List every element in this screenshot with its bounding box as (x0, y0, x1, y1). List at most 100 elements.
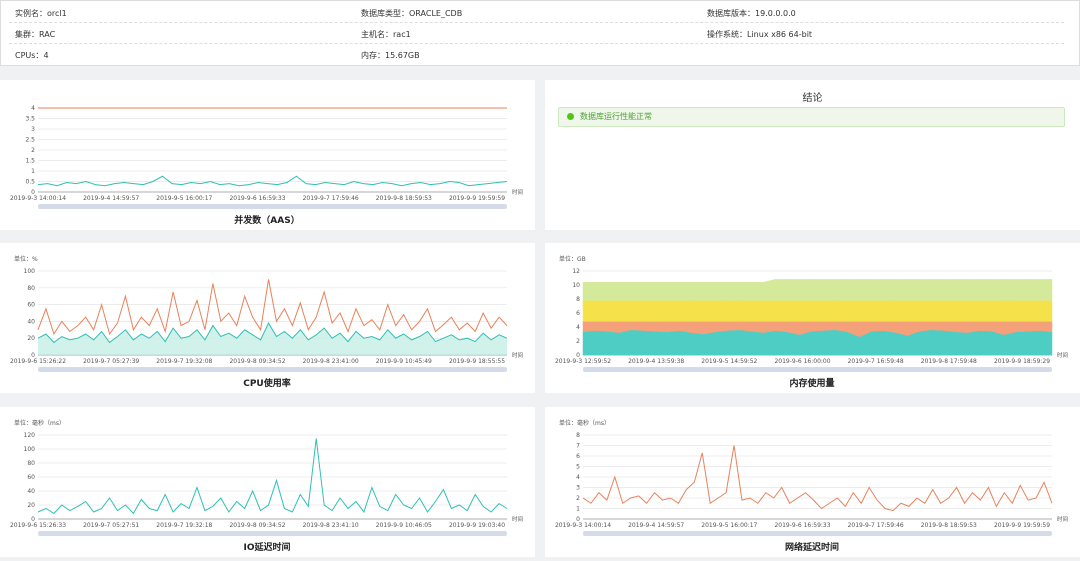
info-item: 集群：RAC (15, 29, 55, 40)
info-label: 数据库类型： (361, 9, 409, 18)
area (582, 279, 1053, 301)
y-tick-label: 40 (27, 488, 35, 495)
y-tick-label: 8 (576, 432, 580, 439)
y-tick-label: 80 (27, 460, 35, 467)
unit-label: 单位：% (14, 255, 38, 263)
y-tick-label: 6 (576, 310, 580, 317)
y-tick-label: 20 (27, 502, 35, 509)
info-item: 实例名：orcl1 (15, 8, 67, 19)
line (37, 279, 508, 336)
x-tick-label: 2019-9-4 14:59:57 (83, 195, 139, 202)
y-tick-label: 3 (31, 126, 35, 133)
x-tick-label: 2019-9-3 14:00:14 (10, 195, 66, 202)
x-axis-label: 时间 (512, 188, 523, 196)
chart-title: 并发数（AAS） (234, 214, 299, 226)
x-axis-label: 时间 (1057, 351, 1068, 359)
y-tick-label: 2 (576, 338, 580, 345)
y-tick-label: 40 (27, 318, 35, 325)
zoom-slider[interactable] (38, 531, 507, 536)
conclusion-message: 数据库运行性能正常 (558, 107, 1065, 127)
y-tick-label: 2 (576, 495, 580, 502)
zoom-slider[interactable] (38, 204, 507, 209)
x-tick-label: 2019-9-7 16:59:48 (848, 358, 904, 365)
y-tick-label: 1.5 (25, 158, 35, 165)
ok-icon (567, 113, 574, 120)
info-item: 内存：15.67GB (361, 50, 420, 61)
x-tick-label: 2019-9-6 16:59:33 (774, 522, 830, 529)
x-tick-label: 2019-9-8 23:41:00 (303, 358, 359, 365)
y-tick-label: 2 (31, 147, 35, 154)
x-tick-label: 2019-9-9 19:59:59 (994, 522, 1050, 529)
x-tick-label: 2019-9-7 17:59:46 (303, 195, 359, 202)
x-tick-label: 2019-9-5 16:00:17 (156, 195, 212, 202)
info-value: 15.67GB (385, 51, 420, 60)
x-tick-label: 2019-9-8 09:34:52 (229, 358, 285, 365)
y-tick-label: 60 (27, 474, 35, 481)
y-tick-label: 3.5 (25, 116, 35, 123)
x-tick-label: 2019-9-7 17:59:46 (848, 522, 904, 529)
info-item: 操作系统：Linux x86 64-bit (707, 29, 812, 40)
x-tick-label: 2019-9-4 14:59:57 (628, 522, 684, 529)
x-tick-label: 2019-9-7 05:27:39 (83, 358, 139, 365)
info-value: orcl1 (47, 9, 67, 18)
separator (9, 43, 1064, 44)
info-item: 数据库类型：ORACLE_CDB (361, 8, 462, 19)
y-tick-label: 12 (572, 268, 580, 275)
x-tick-label: 2019-9-4 13:59:38 (628, 358, 684, 365)
x-tick-label: 2019-9-9 10:45:49 (376, 358, 432, 365)
y-tick-label: 7 (576, 443, 580, 450)
x-tick-label: 2019-9-7 05:27:51 (83, 522, 139, 529)
chart-panel: 单位：毫秒（ms） 0 1 2 3 4 5 6 7 8 2019-9-3 14:00:14 2019-… (545, 407, 1080, 557)
chart-title: 网络延迟时间 (785, 541, 839, 553)
chart-title: IO延迟时间 (244, 541, 291, 553)
info-label: 集群： (15, 30, 39, 39)
zoom-slider[interactable] (38, 367, 507, 372)
x-tick-label: 2019-9-6 15:26:22 (10, 358, 66, 365)
y-tick-label: 5 (576, 464, 580, 471)
zoom-slider[interactable] (583, 367, 1052, 372)
area (582, 329, 1053, 356)
y-tick-label: 8 (576, 296, 580, 303)
y-tick-label: 20 (27, 335, 35, 342)
chart: 单位：% 0 20 40 60 80 100 2019-9-6 15:26:22 2019-9-… (10, 255, 523, 389)
y-tick-label: 3 (576, 485, 580, 492)
y-tick-label: 100 (24, 268, 36, 275)
info-value: Linux x86 64-bit (747, 30, 813, 39)
info-value: 19.0.0.0.0 (755, 9, 796, 18)
y-tick-label: 1 (576, 506, 580, 513)
chart: 单位：GB 0 2 4 6 8 10 12 2019-9-3 12:59:52 2019-9-4 … (555, 255, 1068, 389)
unit-label: 单位：毫秒（ms） (559, 419, 610, 427)
y-tick-label: 0 (31, 189, 35, 196)
x-tick-label: 2019-9-7 19:32:18 (156, 522, 212, 529)
info-label: 内存： (361, 51, 385, 60)
x-tick-label: 2019-9-3 14:00:14 (555, 522, 611, 529)
y-tick-label: 6 (576, 453, 580, 460)
y-tick-label: 0 (31, 516, 35, 523)
conclusion-panel: 结论 数据库运行性能正常 (545, 80, 1080, 230)
y-tick-label: 4 (31, 105, 35, 112)
chart-panel: 单位：毫秒（ms） 0 20 40 60 80 100 120 2019-9-6 15:26:3… (0, 407, 535, 557)
line (37, 438, 508, 515)
x-tick-label: 2019-9-7 19:32:08 (156, 358, 212, 365)
info-item: 数据库版本：19.0.0.0.0 (707, 8, 796, 19)
x-tick-label: 2019-9-9 19:59:59 (449, 195, 505, 202)
y-tick-label: 60 (27, 302, 35, 309)
chart: 单位：毫秒（ms） 0 20 40 60 80 100 120 2019-9-6 15:26:3… (10, 419, 523, 553)
unit-label: 单位：GB (559, 255, 586, 263)
zoom-slider[interactable] (583, 531, 1052, 536)
y-tick-label: 0 (576, 516, 580, 523)
y-tick-label: 4 (576, 474, 580, 481)
y-tick-label: 0 (31, 352, 35, 359)
x-axis-label: 时间 (1057, 515, 1068, 523)
y-tick-label: 1 (31, 168, 35, 175)
info-value: rac1 (393, 30, 411, 39)
message-text: 数据库运行性能正常 (580, 112, 652, 121)
x-axis-label: 时间 (512, 515, 523, 523)
y-tick-label: 0.5 (25, 179, 35, 186)
y-tick-label: 0 (576, 352, 580, 359)
info-label: 数据库版本： (707, 9, 755, 18)
line (582, 445, 1053, 512)
x-tick-label: 2019-9-9 18:59:29 (994, 358, 1050, 365)
line (37, 175, 508, 187)
area (38, 323, 507, 355)
